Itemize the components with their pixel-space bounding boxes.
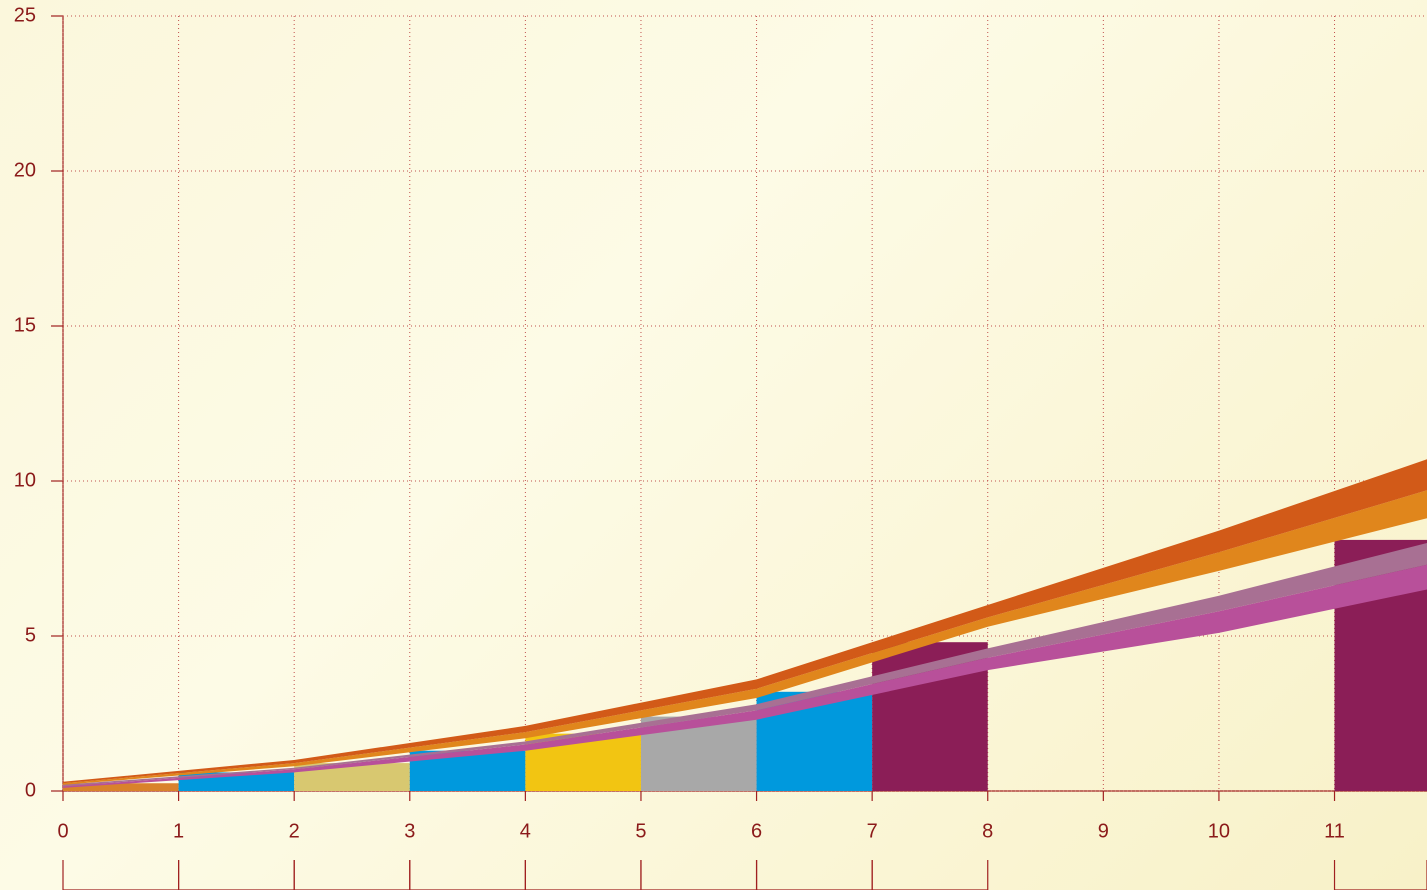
x-tick-label: 10 [1208,820,1230,842]
x-tick-label: 11 [1324,820,1345,842]
x-tick-label: 3 [404,820,415,842]
x-tick-label: 4 [520,820,531,842]
y-tick-label: 25 [14,4,36,26]
x-tick-label: 5 [635,820,646,842]
x-tick-label: 2 [289,820,300,842]
x-tick-label: 7 [867,820,878,842]
x-tick-label: 6 [751,820,762,842]
y-tick-label: 0 [25,779,36,801]
y-tick-label: 20 [14,159,36,181]
x-tick-label: 9 [1098,820,1109,842]
x-tick-label: 1 [173,820,184,842]
x-tick-label: 0 [57,820,68,842]
x-tick-label: 8 [982,820,993,842]
y-tick-label: 15 [14,314,36,336]
y-tick-label: 10 [14,469,36,491]
y-tick-label: 5 [25,624,36,646]
bar [63,783,179,791]
